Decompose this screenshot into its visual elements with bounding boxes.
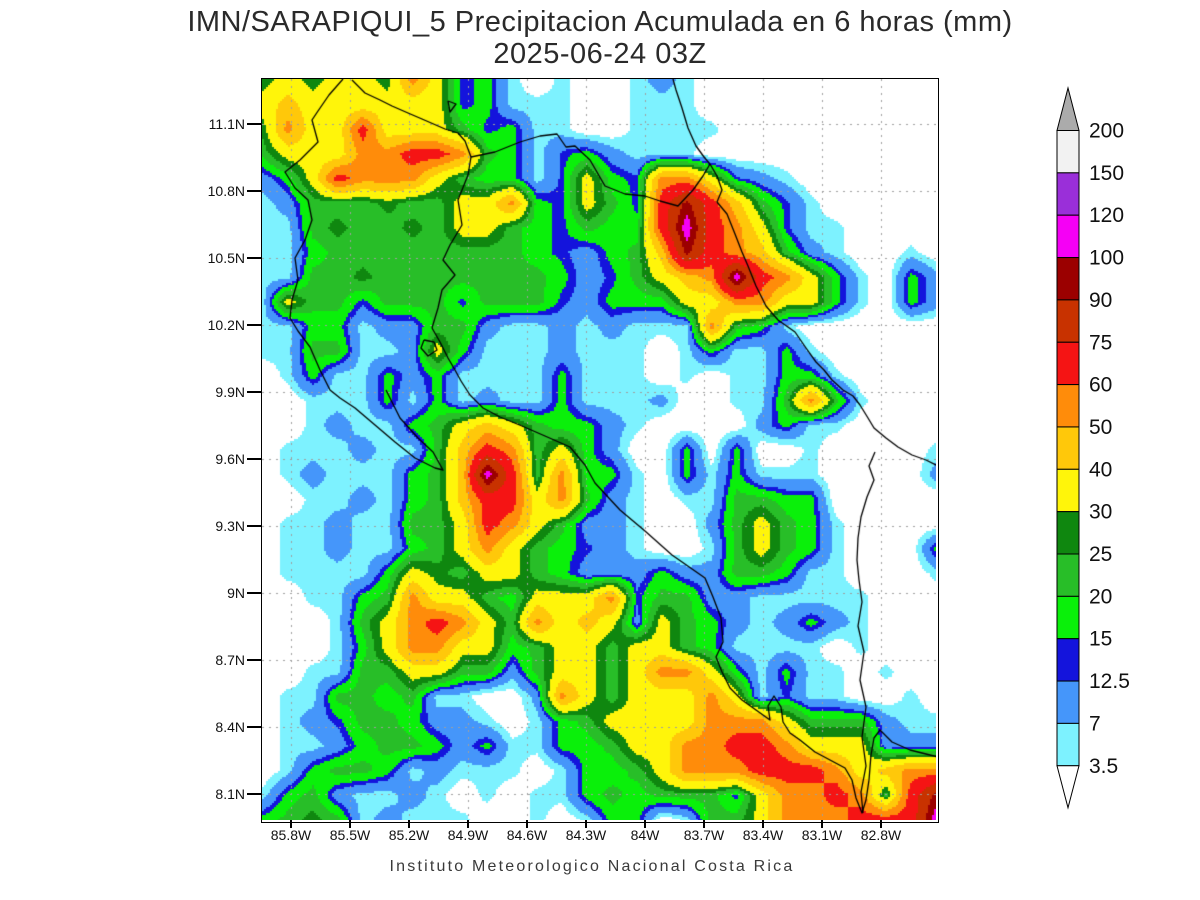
precipitation-colorbar: 200 150 120 100 90 75 60 50 40 30 25 20 15 12.5 7 3.5 <box>1045 80 1195 828</box>
y-tick-mark <box>247 525 261 527</box>
page-subtitle-date: 2025-06-24 03Z <box>493 38 707 70</box>
y-tick-label: 9.3N <box>215 518 245 534</box>
x-tick-mark <box>467 820 469 828</box>
y-tick-label: 9N <box>227 585 245 601</box>
colorbar-svg: 200 150 120 100 90 75 60 50 40 30 25 20 15 12.5 7 3.5 <box>1056 86 1130 810</box>
precipitation-field-canvas <box>262 79 936 820</box>
x-tick-mark <box>585 820 587 828</box>
y-tick-mark <box>247 458 261 460</box>
colorbar-level-label: 20 <box>1089 585 1112 608</box>
x-tick-label: 84.6W <box>506 827 548 843</box>
y-tick-mark <box>247 324 261 326</box>
x-tick-mark <box>703 820 705 828</box>
colorbar-level-label: 7 <box>1089 712 1101 735</box>
map-plot-area <box>261 78 939 823</box>
x-tick-label: 83.7W <box>683 827 725 843</box>
x-tick-mark <box>408 820 410 828</box>
x-tick-label: 85.2W <box>388 827 430 843</box>
colorbar-segment <box>1056 214 1080 259</box>
x-tick-label: 84.3W <box>565 827 607 843</box>
y-tick-mark <box>247 659 261 661</box>
x-tick-mark <box>880 820 882 828</box>
y-tick-label: 10.2N <box>207 317 245 333</box>
colorbar-segment <box>1056 130 1080 174</box>
colorbar-level-label: 12.5 <box>1089 670 1130 693</box>
x-tick-label: 84.9W <box>447 827 489 843</box>
x-tick-mark <box>526 820 528 828</box>
colorbar-segment <box>1056 511 1080 555</box>
colorbar-level-label: 120 <box>1089 204 1124 227</box>
colorbar-level-label: 50 <box>1089 416 1112 439</box>
y-tick-label: 10.8N <box>207 183 245 199</box>
source-caption: Instituto Meteorologico Nacional Costa R… <box>389 858 795 875</box>
y-tick-mark <box>247 592 261 594</box>
colorbar-segment <box>1056 426 1080 470</box>
colorbar-level-label: 3.5 <box>1089 755 1118 778</box>
y-tick-label: 11.1N <box>208 116 245 132</box>
colorbar-level-label: 30 <box>1089 501 1112 524</box>
x-tick-mark <box>762 820 764 828</box>
x-tick-label: 85.8W <box>270 827 312 843</box>
colorbar-segment <box>1056 172 1080 216</box>
x-tick-mark <box>290 820 292 828</box>
y-tick-label: 8.4N <box>215 719 245 735</box>
colorbar-segment <box>1056 384 1080 428</box>
y-tick-mark <box>247 190 261 192</box>
colorbar-over-arrow <box>1056 86 1080 131</box>
x-tick-mark <box>821 820 823 828</box>
page-title: IMN/SARAPIQUI_5 Precipitacion Acumulada … <box>187 6 1013 38</box>
y-tick-label: 10.5N <box>207 250 245 266</box>
y-tick-mark <box>247 123 261 125</box>
x-tick-mark <box>349 820 351 828</box>
y-tick-label: 9.9N <box>215 384 245 400</box>
colorbar-level-label: 15 <box>1089 628 1112 651</box>
y-tick-mark <box>247 391 261 393</box>
y-tick-label: 8.1N <box>215 786 245 802</box>
colorbar-segment <box>1056 553 1080 597</box>
colorbar-level-label: 75 <box>1089 331 1112 354</box>
colorbar-level-label: 150 <box>1089 162 1124 185</box>
x-tick-label: 82.8W <box>860 827 902 843</box>
x-tick-label: 84W <box>630 827 660 843</box>
y-tick-label: 8.7N <box>215 652 245 668</box>
colorbar-segment <box>1056 722 1080 767</box>
y-tick-label: 9.6N <box>215 451 245 467</box>
colorbar-segment <box>1056 680 1080 724</box>
x-tick-label: 85.5W <box>329 827 371 843</box>
colorbar-level-label: 25 <box>1089 543 1112 566</box>
colorbar-level-label: 90 <box>1089 289 1112 312</box>
colorbar-level-label: 200 <box>1089 120 1124 143</box>
x-tick-label: 83.1W <box>801 827 843 843</box>
colorbar-segment <box>1056 468 1080 513</box>
colorbar-segment <box>1056 341 1080 386</box>
x-tick-mark <box>644 820 646 828</box>
x-tick-label: 83.4W <box>742 827 784 843</box>
colorbar-segment <box>1056 638 1080 682</box>
colorbar-segment <box>1056 299 1080 343</box>
colorbar-segment <box>1056 595 1080 640</box>
colorbar-level-label: 60 <box>1089 374 1112 397</box>
colorbar-level-label: 40 <box>1089 458 1112 481</box>
y-tick-mark <box>247 793 261 795</box>
colorbar-level-label: 100 <box>1089 247 1124 270</box>
y-tick-mark <box>247 257 261 259</box>
colorbar-under-arrow <box>1056 765 1080 810</box>
y-tick-mark <box>247 726 261 728</box>
colorbar-segment <box>1056 257 1080 301</box>
